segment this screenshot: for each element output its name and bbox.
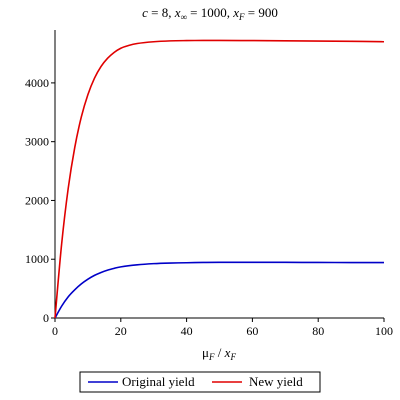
legend-box (79, 371, 321, 393)
y-tick-label: 3000 (25, 135, 49, 149)
y-tick-label: 0 (43, 311, 49, 325)
x-tick-label: 40 (181, 324, 193, 338)
x-tick-label: 20 (115, 324, 127, 338)
legend: Original yield New yield (79, 371, 321, 393)
x-tick-label: 100 (375, 324, 393, 338)
series-line-new-yield (54, 39, 385, 319)
x-tick-label: 60 (246, 324, 258, 338)
chart-title: c = 8, x∞ = 1000, xF = 900 (142, 5, 278, 22)
y-tick-label: 2000 (25, 193, 49, 207)
legend-label-original: Original yield (122, 374, 195, 389)
axes (54, 30, 384, 319)
y-tick-label: 1000 (25, 252, 49, 266)
legend-label-new: New yield (249, 374, 303, 389)
x-tick-label: 0 (52, 324, 58, 338)
x-tick-label: 80 (312, 324, 324, 338)
x-axis-label: μF / xF (202, 345, 236, 362)
y-tick-label: 4000 (25, 76, 49, 90)
series-group (54, 39, 385, 319)
series-line-original-yield (54, 261, 385, 319)
